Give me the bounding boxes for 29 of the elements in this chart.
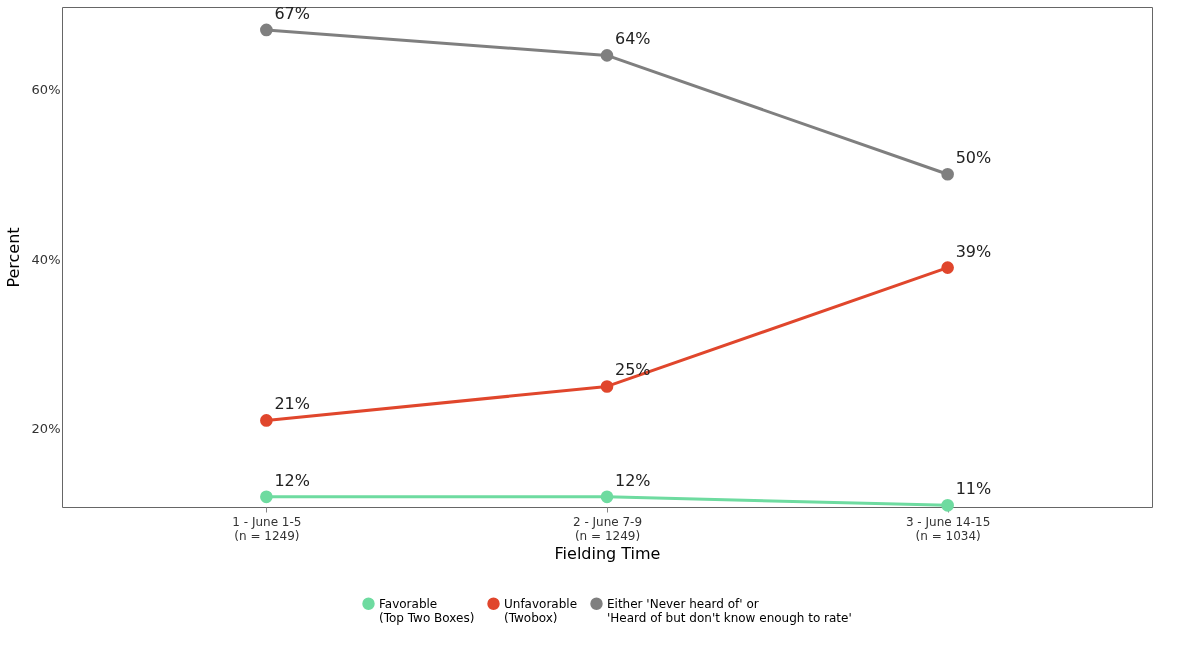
point	[600, 490, 614, 504]
data-label: 64%	[615, 29, 651, 49]
y-tick-label: 60%	[31, 81, 61, 97]
x-axis-title: Fielding Time	[554, 543, 661, 563]
x-tick-label: 3 - June 14-15 (n = 1034)	[905, 514, 991, 543]
data-label: 50%	[955, 148, 992, 168]
point	[941, 167, 954, 181]
data-label: 25%	[615, 360, 651, 380]
y-axis-title: Percent	[3, 227, 23, 288]
y-tick-label: 20%	[31, 421, 61, 437]
data-label: 12%	[274, 470, 310, 490]
y-tick-label: 40%	[31, 251, 61, 267]
point	[260, 490, 273, 504]
point	[600, 49, 614, 62]
legend-label: Unfavorable (Twobox)	[504, 596, 578, 625]
data-label: 67%	[274, 3, 310, 23]
point	[600, 380, 614, 393]
data-label: 12%	[615, 470, 651, 490]
data-label: 11%	[955, 479, 992, 499]
x-tick-label: 1 - June 1-5 (n = 1249)	[232, 514, 302, 543]
data-label: 39%	[955, 241, 992, 261]
point	[260, 23, 273, 37]
point	[941, 498, 954, 512]
point	[260, 414, 273, 427]
data-label: 21%	[274, 394, 310, 414]
x-tick-label: 2 - June 7-9 (n = 1249)	[572, 514, 643, 543]
point	[941, 261, 954, 274]
legend-label: Favorable (Top Two Boxes)	[379, 596, 475, 625]
legend-label: Either 'Never heard of' or 'Heard of but don't know enough to rate'	[607, 596, 852, 625]
